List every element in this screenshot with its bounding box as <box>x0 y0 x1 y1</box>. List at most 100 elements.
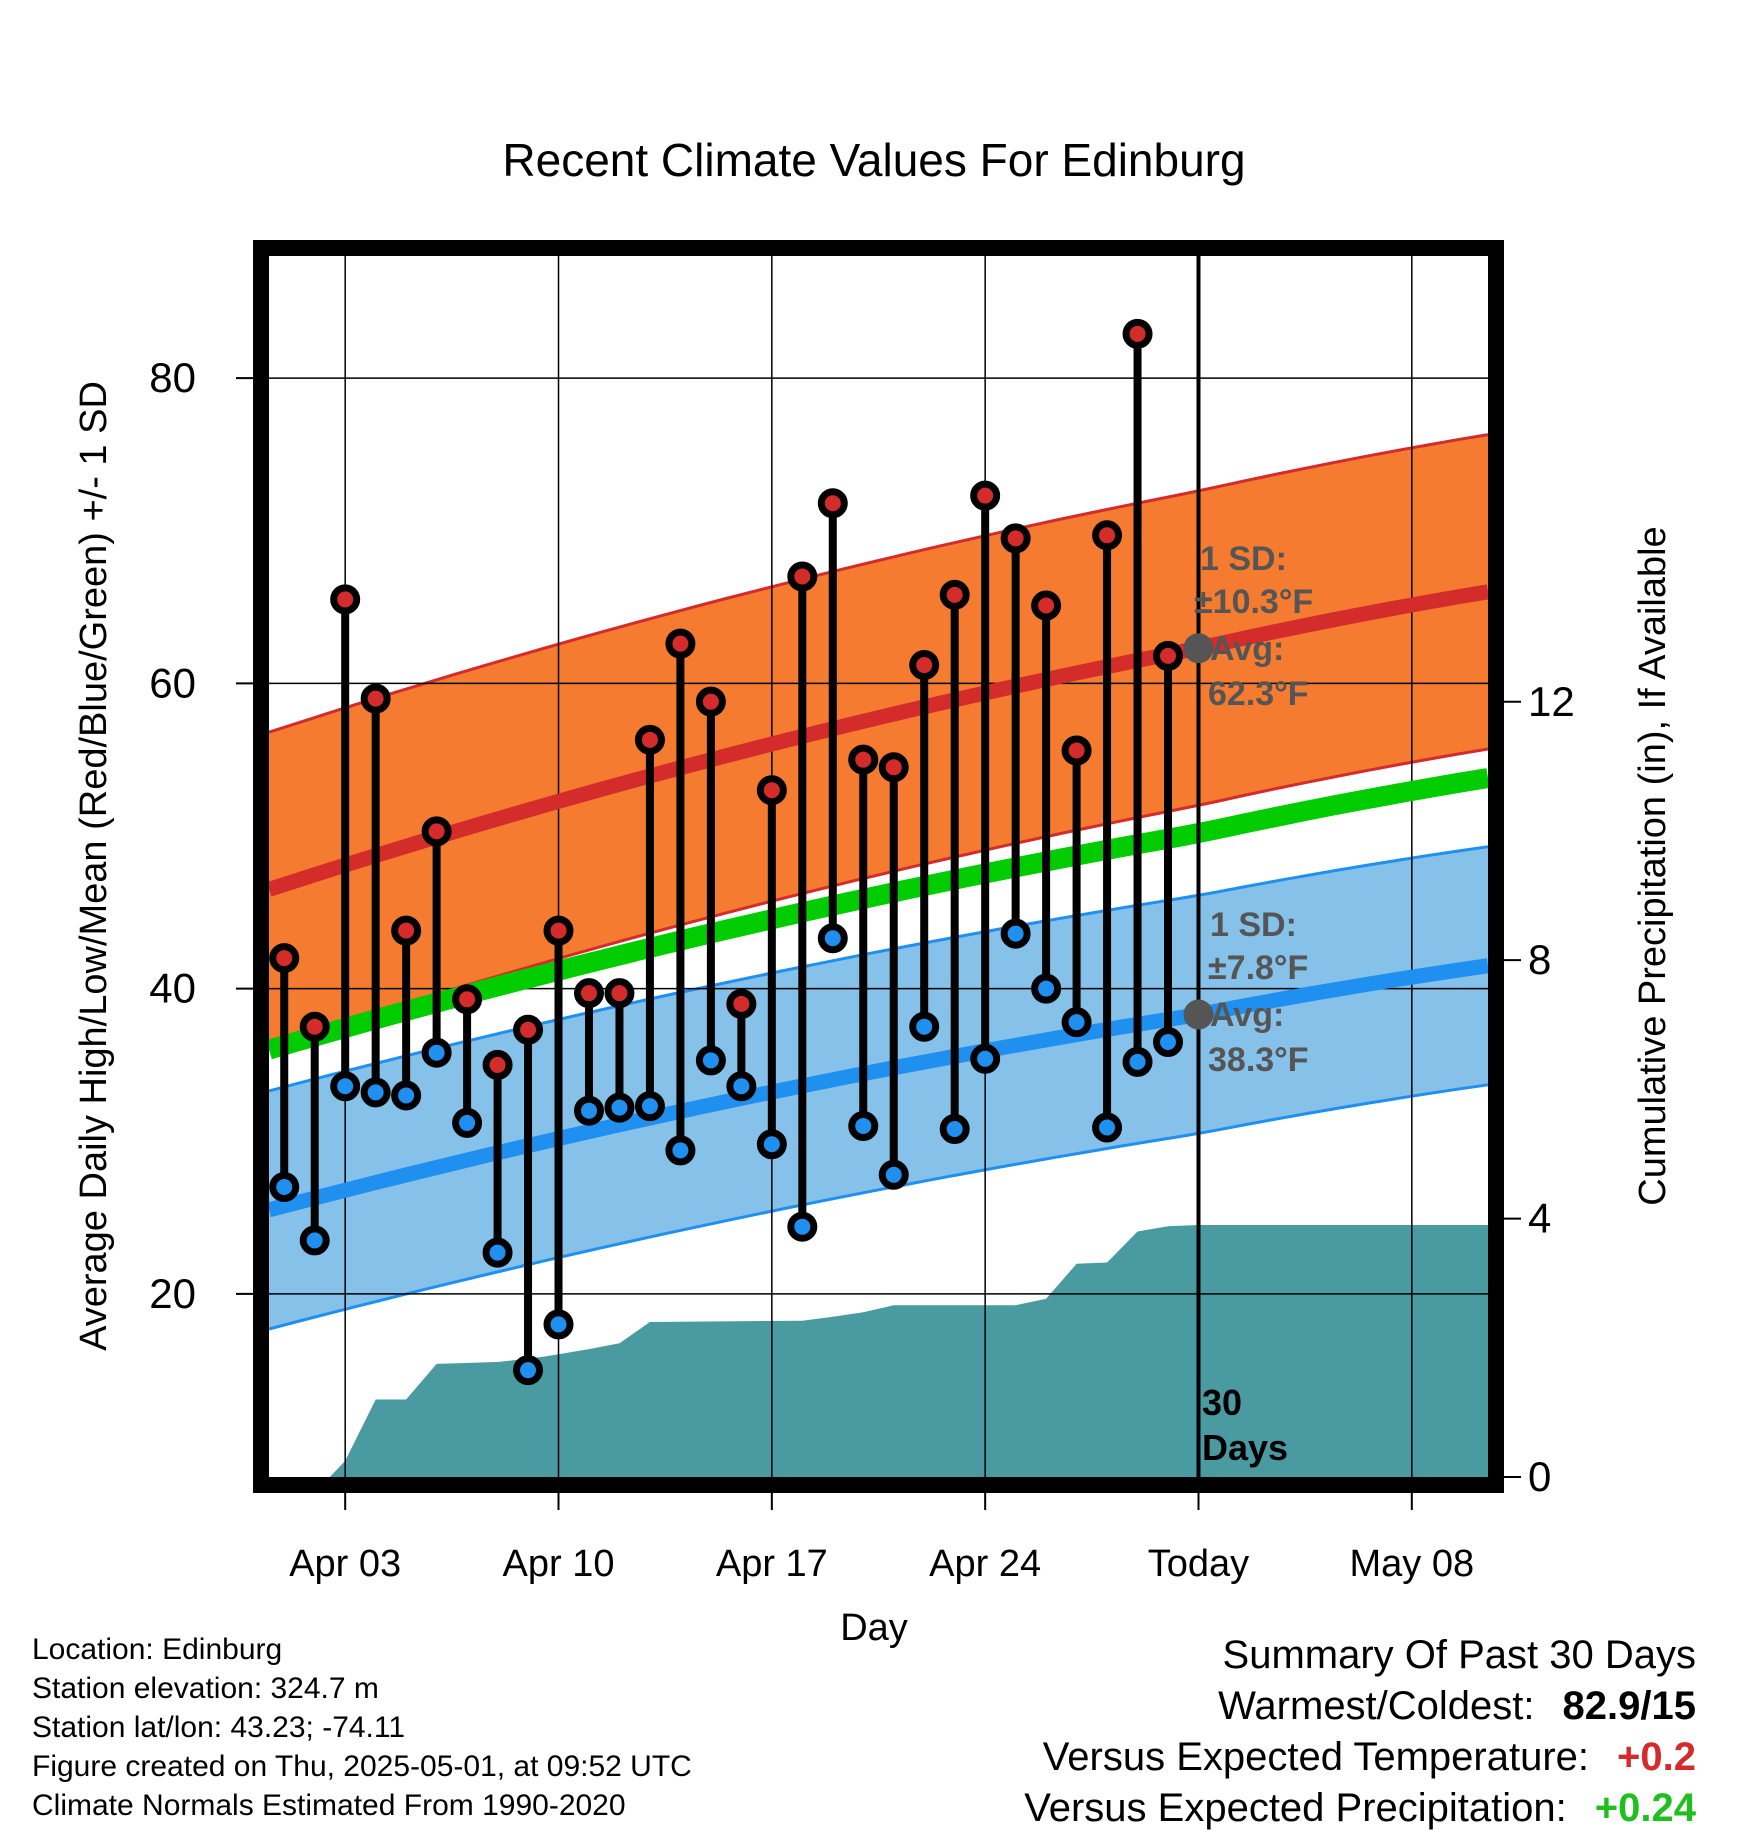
x-tick-label: May 08 <box>1350 1543 1475 1585</box>
daily-high-point <box>573 978 604 1009</box>
daily-high-point <box>513 1014 544 1045</box>
daily-low-point <box>1122 1046 1153 1077</box>
high-sd-label: 1 SD: <box>1200 540 1287 578</box>
y-tick-label: 20 <box>149 1270 196 1317</box>
summary-temperature: Versus Expected Temperature: +0.2 <box>1024 1732 1696 1783</box>
low-sd-value: ±7.8°F <box>1208 949 1308 987</box>
today-days-label: Days <box>1202 1427 1288 1468</box>
daily-high-point <box>817 488 848 519</box>
daily-high-point <box>848 744 879 775</box>
info-location: Location: Edinburg <box>32 1633 283 1666</box>
daily-high-point <box>787 561 818 592</box>
daily-high-point <box>1122 318 1153 349</box>
daily-low-point <box>299 1225 330 1256</box>
daily-low-point <box>452 1107 483 1138</box>
daily-high-point <box>482 1049 513 1080</box>
y2-tick-label: 0 <box>1528 1453 1551 1500</box>
low-sd-label: 1 SD: <box>1210 906 1297 944</box>
daily-high-point <box>695 686 726 717</box>
temperature-value: +0.2 <box>1617 1735 1696 1779</box>
daily-low-point <box>1031 973 1062 1004</box>
normal-high-line <box>266 584 1490 897</box>
today-days-number: 30 <box>1202 1382 1242 1423</box>
daily-high-point <box>391 915 422 946</box>
y2-tick-label: 8 <box>1528 936 1551 983</box>
daily-high-point <box>756 775 787 806</box>
today-high-avg-marker <box>1183 633 1214 664</box>
precip-area-layer <box>269 1225 1488 1477</box>
daily-high-point <box>360 683 391 714</box>
daily-low-point <box>513 1355 544 1386</box>
daily-high-point <box>269 943 300 974</box>
daily-low-point <box>634 1091 665 1122</box>
daily-range-layer <box>269 318 1184 1386</box>
precipitation-label: Versus Expected Precipitation: <box>1024 1786 1567 1830</box>
daily-low-point <box>726 1071 757 1102</box>
today-low-avg-marker <box>1183 999 1214 1030</box>
daily-high-point <box>878 752 909 783</box>
station-info: Location: Edinburg Station elevation: 32… <box>32 1630 692 1825</box>
daily-high-point <box>634 724 665 755</box>
precipitation-value: +0.24 <box>1594 1786 1696 1830</box>
daily-low-point <box>573 1095 604 1126</box>
daily-low-point <box>543 1309 574 1340</box>
daily-low-point <box>391 1080 422 1111</box>
high-sd-value: ±10.3°F <box>1194 583 1313 621</box>
x-tick-label: Apr 03 <box>289 1543 401 1585</box>
daily-low-point <box>665 1135 696 1166</box>
high-sd-upper-edge <box>268 433 1489 734</box>
daily-low-point <box>1000 918 1031 949</box>
y2-tick-label: 4 <box>1528 1195 1551 1242</box>
daily-low-point <box>421 1037 452 1068</box>
daily-low-point <box>604 1092 635 1123</box>
daily-high-point <box>543 915 574 946</box>
info-latlon: Station lat/lon: 43.23; -74.11 <box>32 1711 406 1744</box>
info-created: Figure created on Thu, 2025-05-01, at 09… <box>32 1750 692 1783</box>
daily-low-point <box>1092 1112 1123 1143</box>
plot-frame <box>253 240 1504 1493</box>
high-avg-value: 62.3°F <box>1208 675 1309 713</box>
chart-title: Recent Climate Values For Edinburg <box>502 134 1245 186</box>
axes-layer: Apr 03 Apr 10 Apr 17 Apr 24 Today May 0820406… <box>149 240 1575 1585</box>
daily-low-point <box>939 1114 970 1145</box>
daily-low-point <box>787 1211 818 1242</box>
x-tick-label: Today <box>1148 1543 1249 1585</box>
summary-precipitation: Versus Expected Precipitation: +0.24 <box>1024 1783 1696 1834</box>
daily-high-point <box>421 816 452 847</box>
low-sd-upper-edge <box>268 845 1489 1093</box>
daily-low-point <box>330 1071 361 1102</box>
daily-high-point <box>330 584 361 615</box>
daily-high-point <box>909 650 940 681</box>
daily-high-point <box>939 579 970 610</box>
daily-low-point <box>756 1129 787 1160</box>
low-avg-label: Avg: <box>1210 996 1284 1034</box>
info-elevation: Station elevation: 324.7 m <box>32 1672 379 1705</box>
warmest-coldest-label: Warmest/Coldest: <box>1218 1684 1535 1728</box>
temperature-label: Versus Expected Temperature: <box>1042 1735 1590 1779</box>
daily-low-point <box>878 1159 909 1190</box>
daily-high-point <box>299 1011 330 1042</box>
daily-high-point <box>726 988 757 1019</box>
daily-high-point <box>970 480 1001 511</box>
daily-high-point <box>1061 735 1092 766</box>
summary-title: Summary Of Past 30 Days <box>1222 1633 1696 1677</box>
y-tick-label: 80 <box>149 354 196 401</box>
low-sd-lower-edge <box>268 1083 1489 1331</box>
high-sd-band <box>269 434 1488 1047</box>
daily-low-point <box>360 1077 391 1108</box>
daily-high-point <box>1153 640 1184 671</box>
x-tick-label: Apr 10 <box>503 1543 615 1585</box>
low-band-layer <box>268 845 1489 1331</box>
daily-low-point <box>1153 1027 1184 1058</box>
daily-high-point <box>1000 523 1031 554</box>
precipitation-area <box>269 1225 1488 1477</box>
x-axis-label: Day <box>840 1607 908 1649</box>
daily-low-point <box>695 1045 726 1076</box>
summary-warmest-coldest: Warmest/Coldest: 82.9/15 <box>1024 1681 1696 1732</box>
daily-low-point <box>482 1237 513 1268</box>
daily-low-point <box>1061 1007 1092 1038</box>
x-tick-label: Apr 24 <box>929 1543 1041 1585</box>
info-normals: Climate Normals Estimated From 1990-2020 <box>32 1789 626 1822</box>
y2-tick-label: 12 <box>1528 678 1575 725</box>
